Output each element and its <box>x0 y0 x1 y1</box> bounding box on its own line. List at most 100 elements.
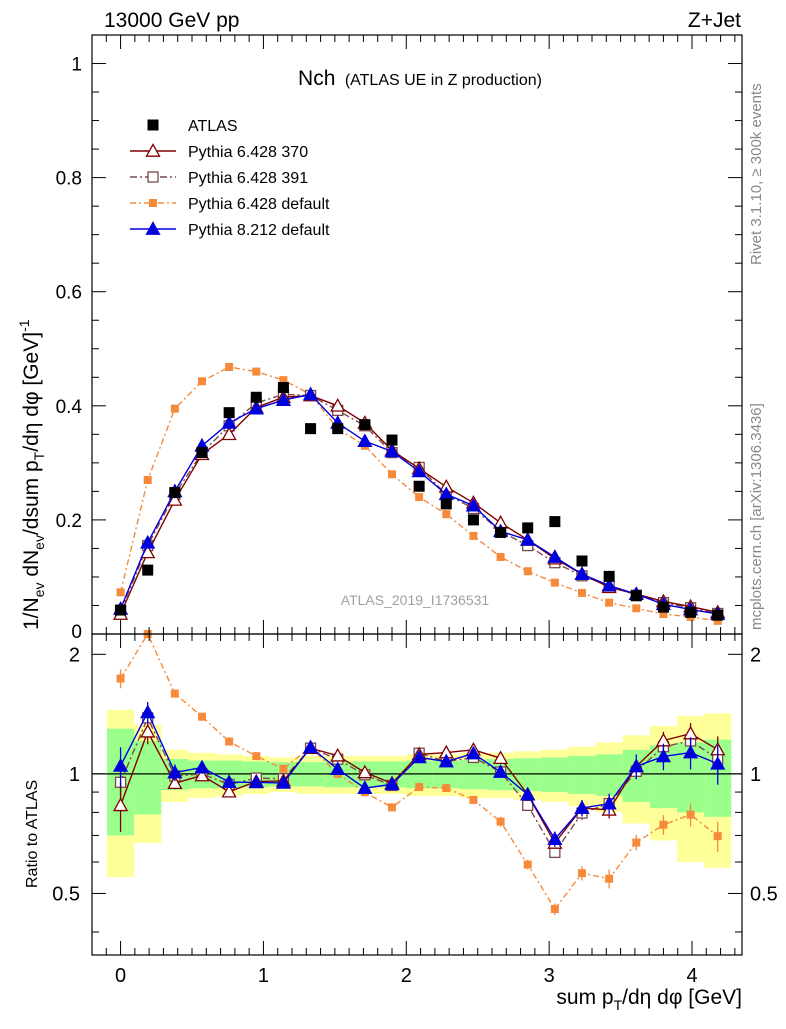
marker-ratio <box>275 775 292 789</box>
legend-marker <box>149 199 157 207</box>
rivet-label: Rivet 3.1.10, ≥ 300k events <box>748 83 765 265</box>
atlas-point <box>305 423 317 435</box>
y-tick-label: 0.2 <box>56 511 82 532</box>
marker-main <box>384 443 400 458</box>
marker-ratio <box>713 832 722 841</box>
marker-ratio <box>578 869 586 878</box>
atlas-point <box>522 522 534 534</box>
legend-entry: Pythia 8.212 default <box>130 221 330 239</box>
marker-ratio <box>225 737 234 746</box>
marker-ratio <box>279 764 288 773</box>
y-tick-label: 0.6 <box>56 283 82 304</box>
atlas-point <box>549 516 561 528</box>
marker-ratio <box>221 774 237 788</box>
marker-main <box>330 397 346 412</box>
marker-ratio <box>632 838 641 847</box>
atlas-point <box>277 382 289 394</box>
marker-ratio <box>112 758 129 772</box>
marker-ratio <box>492 750 509 765</box>
atlas-point <box>685 606 697 618</box>
marker-ratio <box>194 759 210 774</box>
marker-main <box>140 534 156 549</box>
marker-ratio <box>167 775 183 790</box>
marker-ratio <box>492 764 509 778</box>
marker-main <box>605 598 614 607</box>
inner-band-bin <box>134 741 162 815</box>
legend-label: Pythia 8.212 default <box>188 222 330 239</box>
marker-ratio <box>442 784 451 793</box>
marker-ratio <box>605 874 614 883</box>
atlas-point <box>250 391 262 403</box>
atlas-point <box>657 601 669 613</box>
marker-ratio <box>710 755 726 770</box>
y-axis-title: 1/Nev dNev/dsum pT/dη dφ [GeV]-1 <box>16 319 47 630</box>
inner-band-bin <box>514 758 542 792</box>
marker-main <box>601 577 617 592</box>
series-pythia-6-428-default <box>116 363 722 915</box>
marker-ratio <box>167 764 183 779</box>
atlas-point <box>223 407 235 419</box>
marker-ratio <box>198 712 206 721</box>
atlas-point <box>603 570 615 582</box>
legend-entry: Pythia 6.428 391 <box>130 170 308 187</box>
analysis-label: ATLAS_2019_I1736531 <box>341 592 490 608</box>
marker-main <box>520 532 536 546</box>
ratio-axis-title: Ratio to ATLAS <box>24 780 41 888</box>
marker-ratio <box>116 674 125 683</box>
inner-band-bin <box>459 759 487 790</box>
marker-main <box>116 588 125 597</box>
legend-label: Pythia 6.428 391 <box>188 170 308 187</box>
marker-ratio <box>547 831 563 845</box>
ratio-frame <box>91 633 743 956</box>
marker-main <box>170 404 179 413</box>
inner-band-bin <box>595 754 623 796</box>
marker-ratio <box>659 820 668 829</box>
y-tick-label: 1 <box>71 55 82 76</box>
legend-marker <box>147 171 159 183</box>
marker-main <box>252 367 261 376</box>
inner-band-bin <box>568 755 596 794</box>
ratio-tick-label-left: 0.5 <box>52 883 80 905</box>
plot-title-main: Nch <box>298 67 335 90</box>
legend-label: Pythia 6.428 370 <box>188 144 308 161</box>
marker-main <box>574 566 590 580</box>
marker-ratio <box>384 776 400 791</box>
marker-ratio <box>523 860 532 869</box>
atlas-point <box>712 609 724 621</box>
marker-main <box>221 426 237 441</box>
data-points <box>115 382 724 621</box>
inner-band-bin <box>541 757 569 793</box>
atlas-point <box>142 564 154 576</box>
atlas-point <box>576 555 588 567</box>
x-tick-label: 4 <box>686 965 697 987</box>
marker-ratio <box>302 739 319 754</box>
marker-main <box>523 567 532 576</box>
legend: ATLAS Pythia 6.428 370 Pythia 6.428 391 Pyt… <box>130 118 330 239</box>
ratio-tick-label-right: 1 <box>750 764 761 786</box>
marker-ratio <box>248 774 264 789</box>
legend-marker <box>145 143 161 157</box>
marker-ratio <box>686 810 695 819</box>
y-tick-label: 0.8 <box>56 169 82 190</box>
atlas-point <box>169 487 181 499</box>
legend-entry: ATLAS <box>147 118 238 135</box>
marker-ratio <box>628 758 644 773</box>
marker-main <box>547 549 563 563</box>
x-tick-label: 0 <box>115 965 126 987</box>
marker-ratio <box>330 747 346 762</box>
y-tick-label: 0.4 <box>56 397 83 418</box>
atlas-point <box>115 604 127 616</box>
marker-ratio <box>357 780 373 794</box>
legend-marker <box>145 221 161 235</box>
ratio-tick-label-left: 2 <box>69 644 80 666</box>
atlas-point <box>630 590 642 602</box>
x-tick-label: 3 <box>544 965 555 987</box>
ratio-tick-label-right: 0.5 <box>750 883 778 905</box>
legend-entry: Pythia 6.428 370 <box>130 143 308 161</box>
y-tick-label: 0 <box>71 622 82 643</box>
legend-entry: Pythia 6.428 default <box>130 196 330 213</box>
marker-ratio <box>469 795 478 804</box>
marker-ratio <box>388 803 396 812</box>
